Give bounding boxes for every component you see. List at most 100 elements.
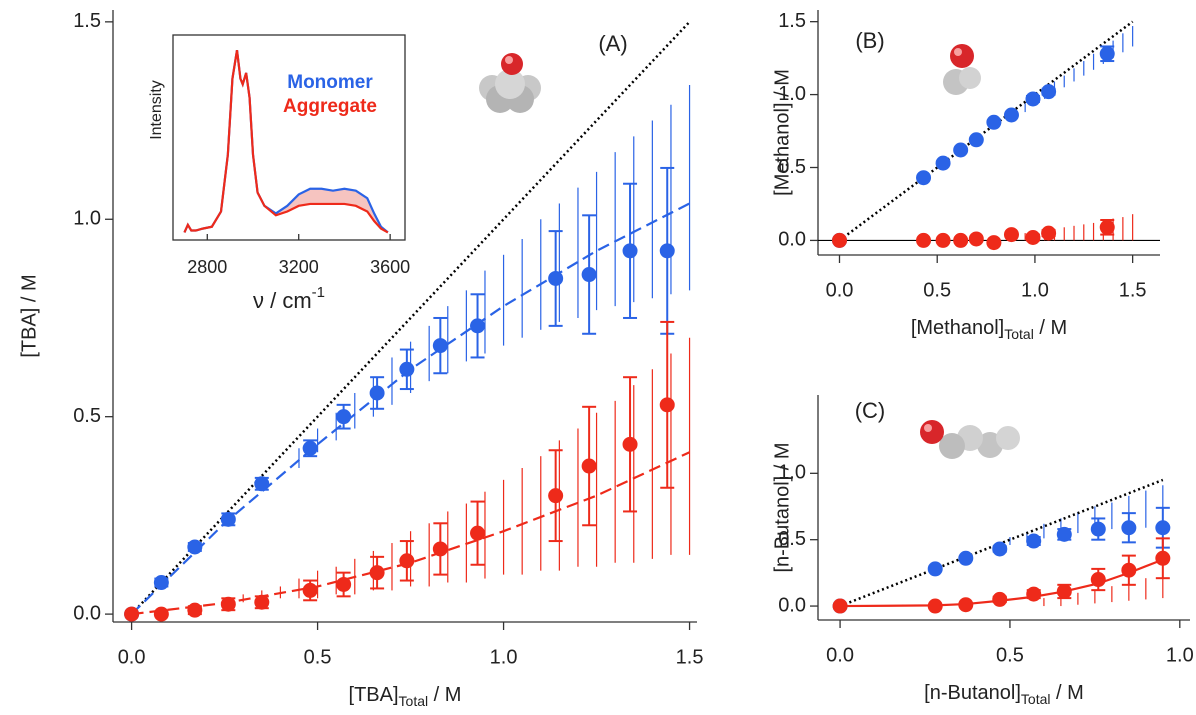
- y-axis-label: [n-Butanol] / M: [771, 442, 793, 572]
- x-axis-label: ν / cm-1: [253, 284, 325, 313]
- data-point: [1026, 587, 1041, 602]
- data-point: [928, 561, 943, 576]
- data-point: [1091, 572, 1106, 587]
- data-point: [953, 233, 968, 248]
- x-label-unit: / M: [1050, 682, 1083, 704]
- data-point: [1057, 527, 1072, 542]
- x-label-sub: Total: [399, 693, 429, 709]
- data-point: [124, 607, 139, 622]
- y-tick-label: 0.5: [73, 405, 101, 427]
- x-tick-label: 0.5: [996, 644, 1024, 666]
- data-point: [1004, 108, 1019, 123]
- data-point: [336, 409, 351, 424]
- data-point: [958, 597, 973, 612]
- data-point: [986, 235, 1001, 250]
- data-point: [992, 541, 1007, 556]
- x-label-unit: / M: [428, 684, 461, 706]
- data-point: [832, 233, 847, 248]
- x-tick-label: 1.0: [1166, 644, 1194, 666]
- x-tick-label: 2800: [187, 257, 227, 277]
- panel-label: (A): [598, 31, 627, 56]
- data-point: [936, 233, 951, 248]
- legend-entry: Aggregate: [283, 96, 377, 117]
- y-axis-label: Intensity: [148, 80, 165, 140]
- x-label-main: [TBA]: [349, 684, 399, 706]
- x-label-sub: Total: [1021, 691, 1051, 707]
- data-point: [187, 539, 202, 554]
- x-label-main: [n-Butanol]: [924, 682, 1021, 704]
- data-point: [623, 437, 638, 452]
- x-tick-label: 1.0: [490, 646, 518, 668]
- data-point: [1100, 46, 1115, 61]
- x-tick-label: 0.0: [826, 644, 854, 666]
- data-point: [660, 397, 675, 412]
- x-tick-label: 0.5: [923, 279, 951, 301]
- x-tick-label: 1.5: [1119, 279, 1147, 301]
- data-point: [154, 575, 169, 590]
- data-point: [399, 362, 414, 377]
- data-point: [1155, 520, 1170, 535]
- y-tick-label: 0.0: [778, 229, 806, 251]
- data-point: [187, 603, 202, 618]
- data-point: [399, 553, 414, 568]
- y-axis-label: [TBA] / M: [18, 274, 40, 357]
- data-point: [221, 512, 236, 527]
- x-tick-label: 0.0: [826, 279, 854, 301]
- data-point: [303, 583, 318, 598]
- data-point: [623, 243, 638, 258]
- panel-label: (C): [855, 398, 886, 423]
- data-point: [992, 592, 1007, 607]
- data-point: [969, 132, 984, 147]
- x-tick-label: 3600: [370, 257, 410, 277]
- data-point: [986, 115, 1001, 130]
- data-point: [582, 459, 597, 474]
- data-point: [1025, 91, 1040, 106]
- data-point: [470, 526, 485, 541]
- data-point: [370, 565, 385, 580]
- data-point: [1004, 227, 1019, 242]
- x-label-sub: Total: [1004, 326, 1034, 342]
- y-tick-label: 0.0: [778, 594, 806, 616]
- panel-label: (B): [855, 28, 884, 53]
- data-point: [916, 170, 931, 185]
- data-point: [916, 233, 931, 248]
- x-axis-label: [n-Butanol]Total / M: [924, 682, 1084, 706]
- y-tick-label: 1.5: [73, 10, 101, 32]
- data-point: [928, 599, 943, 614]
- data-point: [1121, 520, 1136, 535]
- data-point: [548, 271, 563, 286]
- x-tick-label: 3200: [279, 257, 319, 277]
- x-tick-label: 0.0: [118, 646, 146, 668]
- figure: 0.00.51.01.50.00.51.01.5[TBA]Total / M[T…: [0, 0, 1196, 715]
- data-point: [1025, 230, 1040, 245]
- data-point: [370, 385, 385, 400]
- data-point: [969, 231, 984, 246]
- data-point: [1026, 534, 1041, 549]
- data-point: [254, 595, 269, 610]
- data-point: [254, 476, 269, 491]
- x-axis-label: [TBA]Total / M: [349, 684, 462, 708]
- data-point: [303, 441, 318, 456]
- data-point: [221, 597, 236, 612]
- data-point: [582, 267, 597, 282]
- molecule-tba: [479, 53, 541, 113]
- molecule-butanol: [920, 420, 1020, 459]
- data-point: [433, 541, 448, 556]
- molecule-methanol: [943, 44, 981, 95]
- data-point: [154, 607, 169, 622]
- data-point: [958, 551, 973, 566]
- data-point: [1041, 226, 1056, 241]
- data-point: [953, 143, 968, 158]
- x-tick-label: 1.5: [676, 646, 704, 668]
- data-point: [1155, 551, 1170, 566]
- y-tick-label: 1.5: [778, 10, 806, 32]
- x-tick-label: 1.0: [1021, 279, 1049, 301]
- y-axis-label: [Methanol] / M: [771, 69, 793, 196]
- data-point: [336, 577, 351, 592]
- x-tick-label: 0.5: [304, 646, 332, 668]
- line: [839, 22, 1132, 241]
- data-point: [1041, 84, 1056, 99]
- data-point: [548, 488, 563, 503]
- x-axis-label: [Methanol]Total / M: [911, 317, 1067, 341]
- data-point: [470, 318, 485, 333]
